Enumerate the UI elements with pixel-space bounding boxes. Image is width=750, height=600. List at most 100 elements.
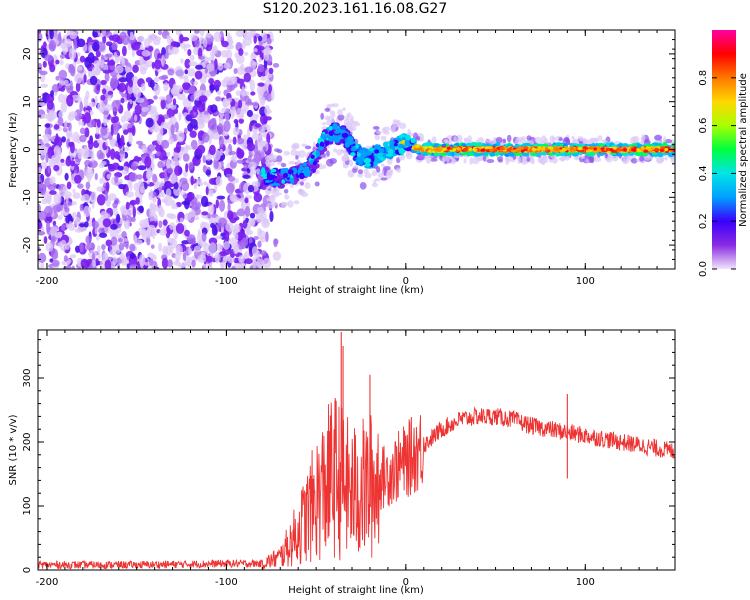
noise-blob	[69, 254, 77, 259]
noise-blob	[169, 173, 177, 184]
noise-blob	[119, 55, 125, 63]
halo-blob	[300, 192, 309, 198]
noise-blob	[216, 243, 223, 252]
noise-blob	[60, 161, 67, 167]
ridge-cell	[363, 157, 371, 164]
noise-blob	[243, 31, 253, 41]
noise-blob	[91, 65, 101, 77]
noise-blob	[171, 46, 179, 55]
noise-blob	[66, 181, 72, 190]
noise-blob	[68, 48, 77, 60]
halo-blob	[320, 112, 325, 120]
noise-blob	[213, 58, 218, 70]
noise-blob	[90, 191, 97, 203]
snr-line	[38, 397, 675, 570]
noise-blob	[235, 90, 242, 96]
noise-blob	[89, 262, 93, 269]
noise-blob	[259, 96, 266, 106]
ridge-outer	[453, 152, 461, 156]
noise-blob	[223, 120, 231, 132]
halo-blob	[371, 182, 378, 188]
noise-blob	[166, 103, 174, 109]
halo-blob	[506, 134, 512, 143]
ridge-outer	[636, 143, 643, 148]
noise-blob	[84, 221, 89, 228]
noise-blob	[38, 231, 46, 236]
noise-blob	[64, 207, 70, 213]
snr-frame	[37, 329, 676, 571]
noise-blob	[173, 85, 183, 93]
noise-blob	[195, 64, 203, 70]
ridge-core	[659, 148, 665, 152]
noise-blob	[161, 139, 170, 149]
y-tick-label: 200	[22, 432, 33, 451]
noise-blob	[187, 49, 192, 56]
halo-blob	[329, 158, 337, 164]
noise-blob	[138, 161, 143, 166]
halo-blob	[515, 136, 523, 141]
noise-blob	[91, 152, 95, 163]
noise-blob	[138, 196, 143, 205]
halo-blob	[597, 135, 603, 142]
noise-blob	[95, 50, 101, 58]
noise-blob	[201, 211, 209, 216]
ridge-core	[499, 147, 505, 151]
noise-blob	[51, 259, 60, 267]
noise-blob	[221, 40, 229, 48]
noise-blob	[116, 213, 121, 224]
noise-blob	[101, 84, 110, 89]
ridge-core	[647, 148, 653, 152]
noise-blob	[165, 94, 173, 105]
ridge-core	[468, 147, 472, 151]
ridge-cell	[304, 173, 311, 177]
noise-blob	[149, 189, 153, 199]
noise-blob	[79, 203, 84, 212]
noise-blob	[212, 44, 218, 55]
noise-blob	[207, 189, 214, 197]
halo-blob	[374, 178, 381, 182]
ridge-core	[480, 148, 486, 152]
noise-blob	[92, 41, 100, 52]
halo-blob	[639, 155, 645, 162]
noise-blob	[129, 243, 136, 252]
halo-blob	[539, 157, 546, 165]
noise-blob	[80, 227, 87, 232]
halo-blob	[371, 170, 378, 177]
noise-blob	[144, 261, 150, 266]
noise-blob	[158, 125, 164, 137]
ridge-outer	[422, 142, 431, 148]
noise-blob	[169, 222, 176, 231]
halo-blob	[453, 136, 458, 143]
noise-blob	[179, 146, 186, 156]
noise-blob	[227, 202, 231, 213]
noise-blob	[102, 88, 107, 95]
noise-blob	[183, 197, 190, 210]
noise-blob	[232, 197, 240, 202]
halo-blob	[426, 158, 432, 164]
noise-blob	[132, 64, 139, 73]
noise-blob	[244, 66, 254, 73]
ridge-core	[508, 147, 513, 151]
ridge-core	[524, 146, 529, 150]
noise-blob	[194, 216, 200, 221]
noise-blob	[60, 239, 67, 252]
y-tick-label: 10	[22, 95, 33, 108]
noise-blob	[163, 155, 169, 160]
halo-blob	[270, 201, 278, 206]
ridge-cell	[334, 130, 340, 134]
halo-blob	[280, 201, 287, 209]
halo-blob	[630, 136, 637, 145]
noise-blob	[253, 236, 259, 240]
noise-blob	[82, 153, 89, 159]
halo-blob	[549, 159, 553, 163]
ridge-outer	[509, 151, 515, 157]
noise-blob	[113, 115, 119, 123]
noise-blob	[194, 39, 200, 48]
noise-blob	[225, 182, 235, 194]
ridge-cell	[393, 143, 398, 147]
halo-blob	[486, 159, 495, 163]
noise-blob	[253, 192, 263, 203]
ridge-core	[520, 149, 525, 153]
halo-blob	[301, 143, 307, 147]
